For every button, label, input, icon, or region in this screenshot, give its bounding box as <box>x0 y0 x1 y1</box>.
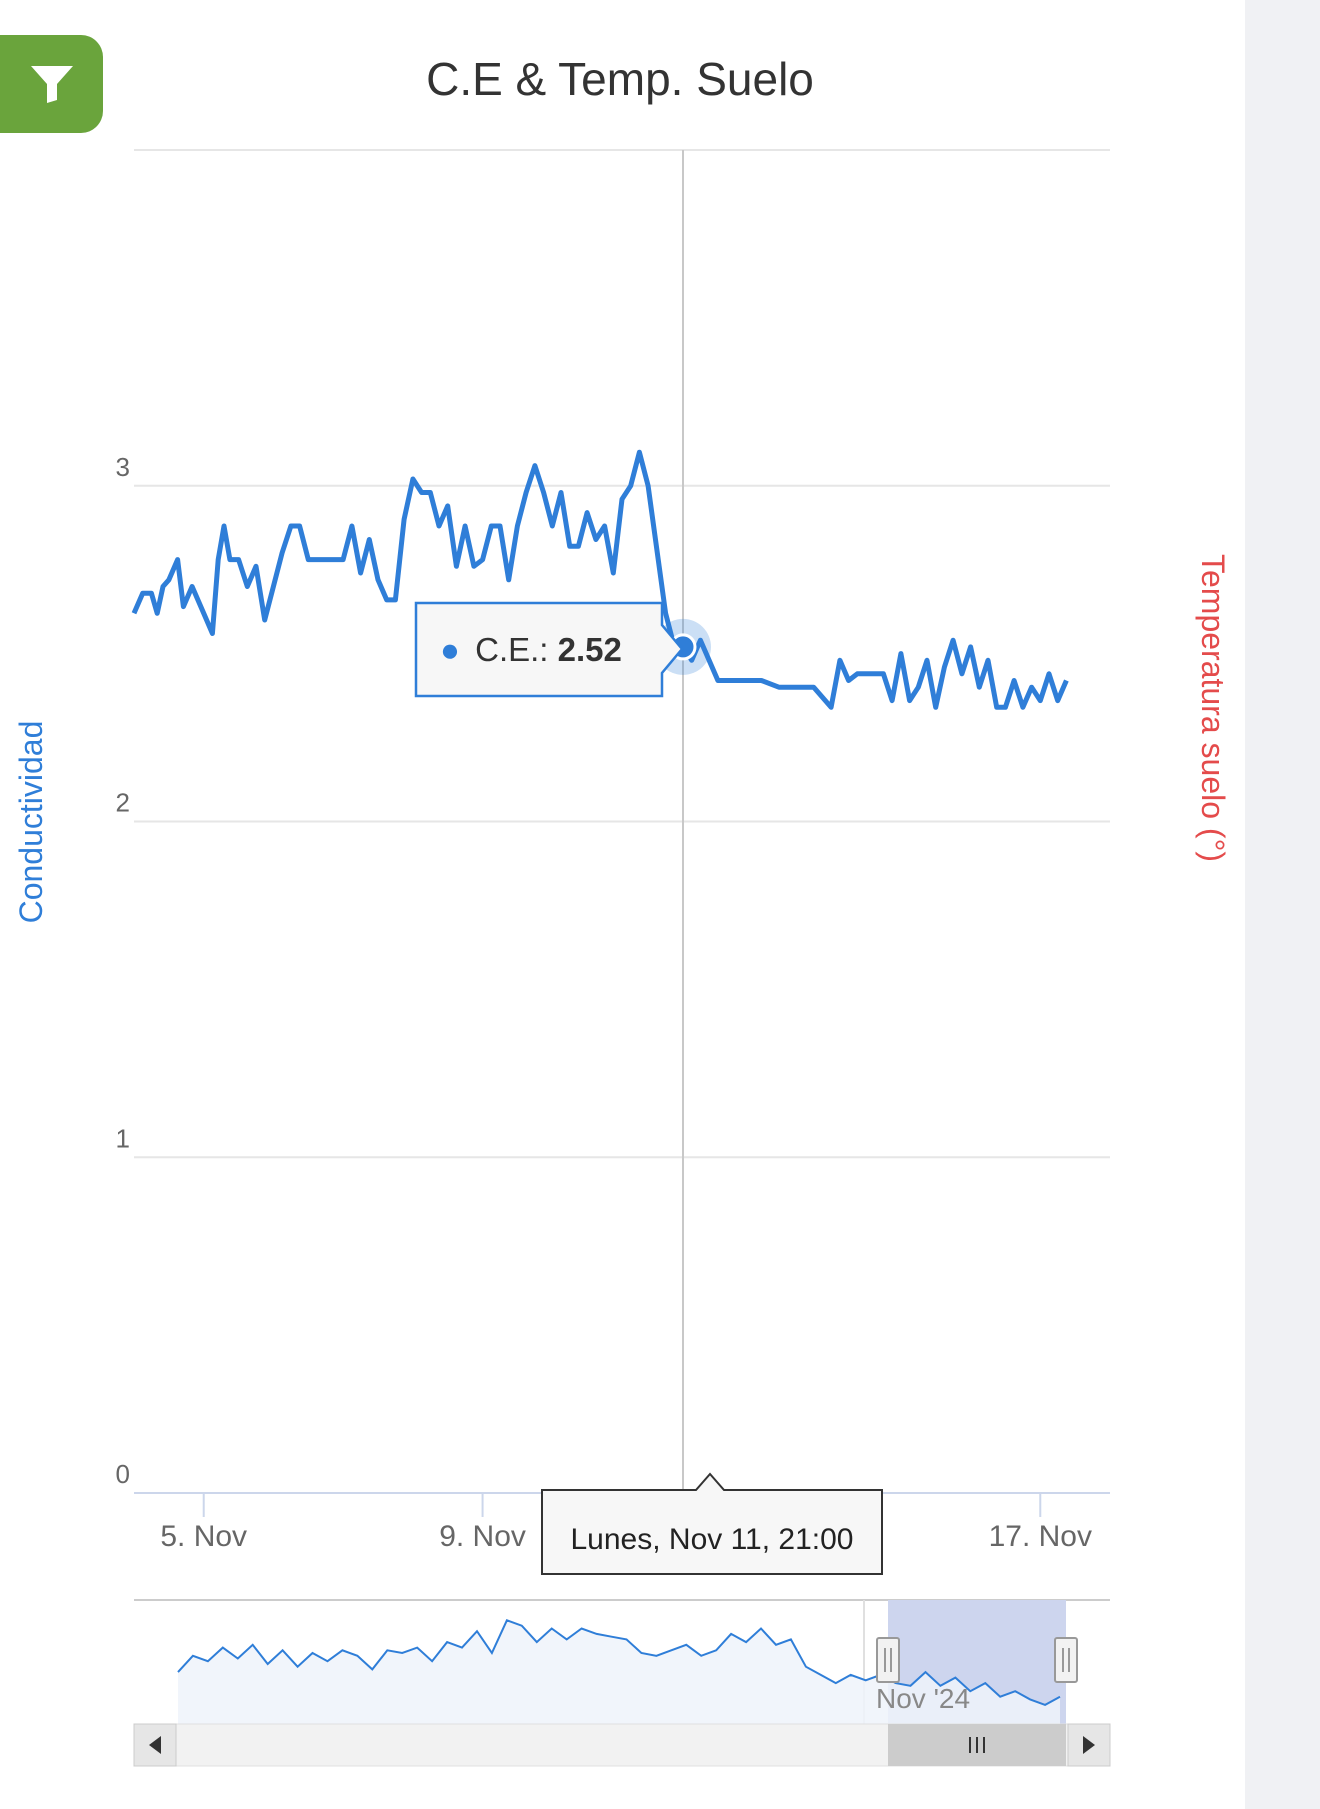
filter-funnel-icon <box>30 66 73 103</box>
series-layer <box>131 449 1069 710</box>
navigator-series <box>177 1619 1061 1706</box>
filter-button[interactable] <box>0 35 103 133</box>
scrollbar-thumb[interactable] <box>888 1724 1066 1766</box>
scrollbar-right-button[interactable] <box>1067 1723 1111 1767</box>
navigator-label: Nov '24 <box>876 1683 970 1714</box>
chart-title: C.E & Temp. Suelo <box>426 53 814 105</box>
x-tick-label: 9. Nov <box>439 1520 526 1553</box>
side-panel <box>1245 0 1320 1809</box>
x-tick-label: 5. Nov <box>160 1520 247 1553</box>
y-axis-title-left: Conductividad <box>13 721 49 924</box>
chart: C.E & Temp. Suelo 0 1 2 3 Conductividad Tem… <box>13 53 1231 1767</box>
tooltip-series-marker: ● <box>440 631 460 668</box>
x-tick-label: 17. Nov <box>989 1520 1092 1553</box>
y-tick-label: 3 <box>116 452 130 482</box>
tooltip-value: 2.52 <box>558 631 622 668</box>
series-line-ce <box>131 449 1069 710</box>
navigator-handle-right[interactable] <box>1054 1637 1078 1683</box>
arrow-left-icon <box>149 1736 161 1754</box>
svg-text:● C.E.: 2.52: ● C.E.: 2.52 <box>440 631 622 668</box>
arrow-right-icon <box>1083 1736 1095 1754</box>
y-axis-title-right: Temperatura suelo (°) <box>1195 554 1231 862</box>
crosshair-date-text: Lunes, Nov 11, 21:00 <box>571 1523 854 1556</box>
tooltip: ● C.E.: 2.52 <box>414 601 684 698</box>
crosshair-date-label: Lunes, Nov 11, 21:00 <box>541 1472 883 1575</box>
y-tick-label: 2 <box>116 788 130 818</box>
tooltip-label: C.E.: <box>475 631 558 668</box>
navigator-area <box>178 1620 1060 1724</box>
y-tick-label: 0 <box>116 1459 130 1489</box>
y-tick-label: 1 <box>116 1123 130 1153</box>
scrollbar[interactable] <box>133 1723 1111 1767</box>
navigator-handle-left[interactable] <box>876 1637 900 1683</box>
navigator: Nov '24 <box>133 1599 1111 1767</box>
scrollbar-left-button[interactable] <box>133 1723 177 1767</box>
grid-lines <box>134 149 1110 1159</box>
y-axis-ticks: 0 1 2 3 <box>116 452 130 1489</box>
